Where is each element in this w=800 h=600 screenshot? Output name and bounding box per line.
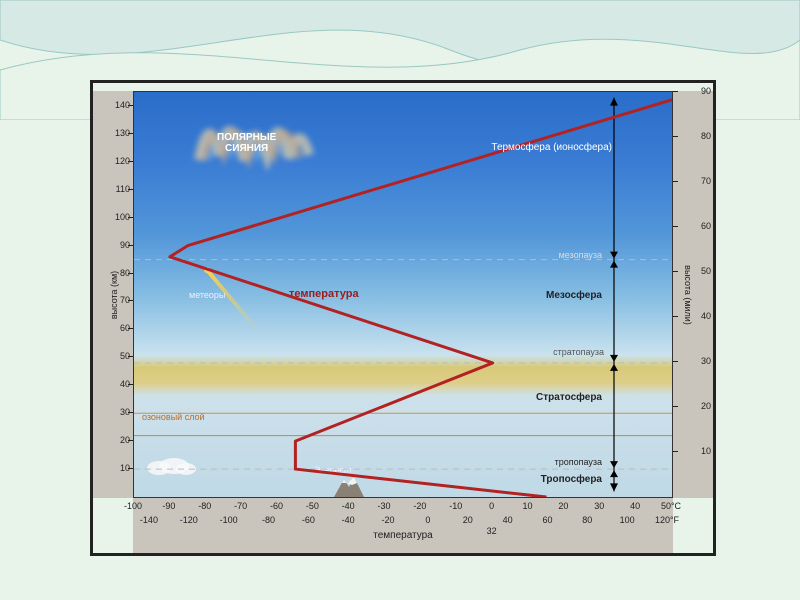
meteor-trail [205,269,259,333]
xtick-fahrenheit: 20 [463,515,473,525]
xtick-fahrenheit: -80 [262,515,275,525]
stratosphere-label: Стратосфера [536,392,602,403]
x-axis-label: температура [373,530,433,541]
everest-label: Эверест [314,465,352,475]
xtick-fahrenheit: 0 [425,515,430,525]
everest-icon [334,475,364,497]
ytick-right: 80 [701,131,711,141]
thermosphere-label: Термосфера (ионосфера) [491,142,612,153]
ytick-right: 90 [701,86,711,96]
xtick-celsius: -100 [124,501,142,511]
xtick-fahrenheit: -140 [140,515,158,525]
xtick-celsius: -90 [162,501,175,511]
ytick-right: 20 [701,401,711,411]
y-axis-left-km: высота (км) 1020304050607080901001101201… [93,91,134,498]
xtick-celsius: 40 [630,501,640,511]
tropopause-label: тропопауза [555,457,602,467]
xtick-fahrenheit: -40 [342,515,355,525]
plot-area: ПОЛЯРНЫЕСИЯНИЯ метеоры температура озоно… [133,91,673,498]
y-axis-right-miles: высота (мили) 102030405060708090 [672,91,713,498]
aurora-label: ПОЛЯРНЫЕСИЯНИЯ [217,132,276,154]
xtick-celsius: 0 [489,501,494,511]
xtick-celsius: 10 [523,501,533,511]
xtick-fahrenheit: 60 [542,515,552,525]
ytick-right: 10 [701,446,711,456]
mesopause-label: мезопауза [559,250,602,260]
y-left-label: высота (км) [109,270,119,318]
ozone-label: озоновый слой [142,412,205,422]
atmosphere-chart: высота (км) 1020304050607080901001101201… [90,80,716,556]
troposphere-label: Тропосфера [541,474,602,485]
xtick-fahrenheit: 100 [620,515,635,525]
stratopause-label: стратопауза [553,347,604,357]
x-axis-temperature: -100-90-80-70-60-50-40-30-20-10010203040… [133,497,673,553]
xtick-fahrenheit: -60 [302,515,315,525]
xtick-celsius: -30 [378,501,391,511]
xtick-celsius: 20 [558,501,568,511]
xtick-fahrenheit: -20 [382,515,395,525]
xtick-celsius: -10 [449,501,462,511]
xtick-fahrenheit: 120°F [655,515,679,525]
meteors-label: метеоры [189,290,225,300]
cloud-icon [144,455,199,477]
xtick-celsius: -60 [270,501,283,511]
ytick-right: 30 [701,356,711,366]
xtick-celsius: -40 [342,501,355,511]
temperature-curve-label: температура [289,288,359,300]
mesosphere-label: Мезосфера [546,290,602,301]
xtick-32f: 32 [487,526,497,536]
xtick-fahrenheit: 80 [582,515,592,525]
xtick-celsius: 30 [594,501,604,511]
y-right-label: высота (мили) [683,265,693,325]
xtick-fahrenheit: -120 [180,515,198,525]
xtick-celsius: -20 [413,501,426,511]
xtick-celsius: -70 [234,501,247,511]
ytick-right: 60 [701,221,711,231]
ytick-right: 40 [701,311,711,321]
xtick-fahrenheit: 40 [503,515,513,525]
xtick-fahrenheit: -100 [220,515,238,525]
xtick-celsius: -50 [306,501,319,511]
ytick-right: 70 [701,176,711,186]
ytick-right: 50 [701,266,711,276]
xtick-celsius: -80 [198,501,211,511]
xtick-celsius: 50°C [661,501,681,511]
